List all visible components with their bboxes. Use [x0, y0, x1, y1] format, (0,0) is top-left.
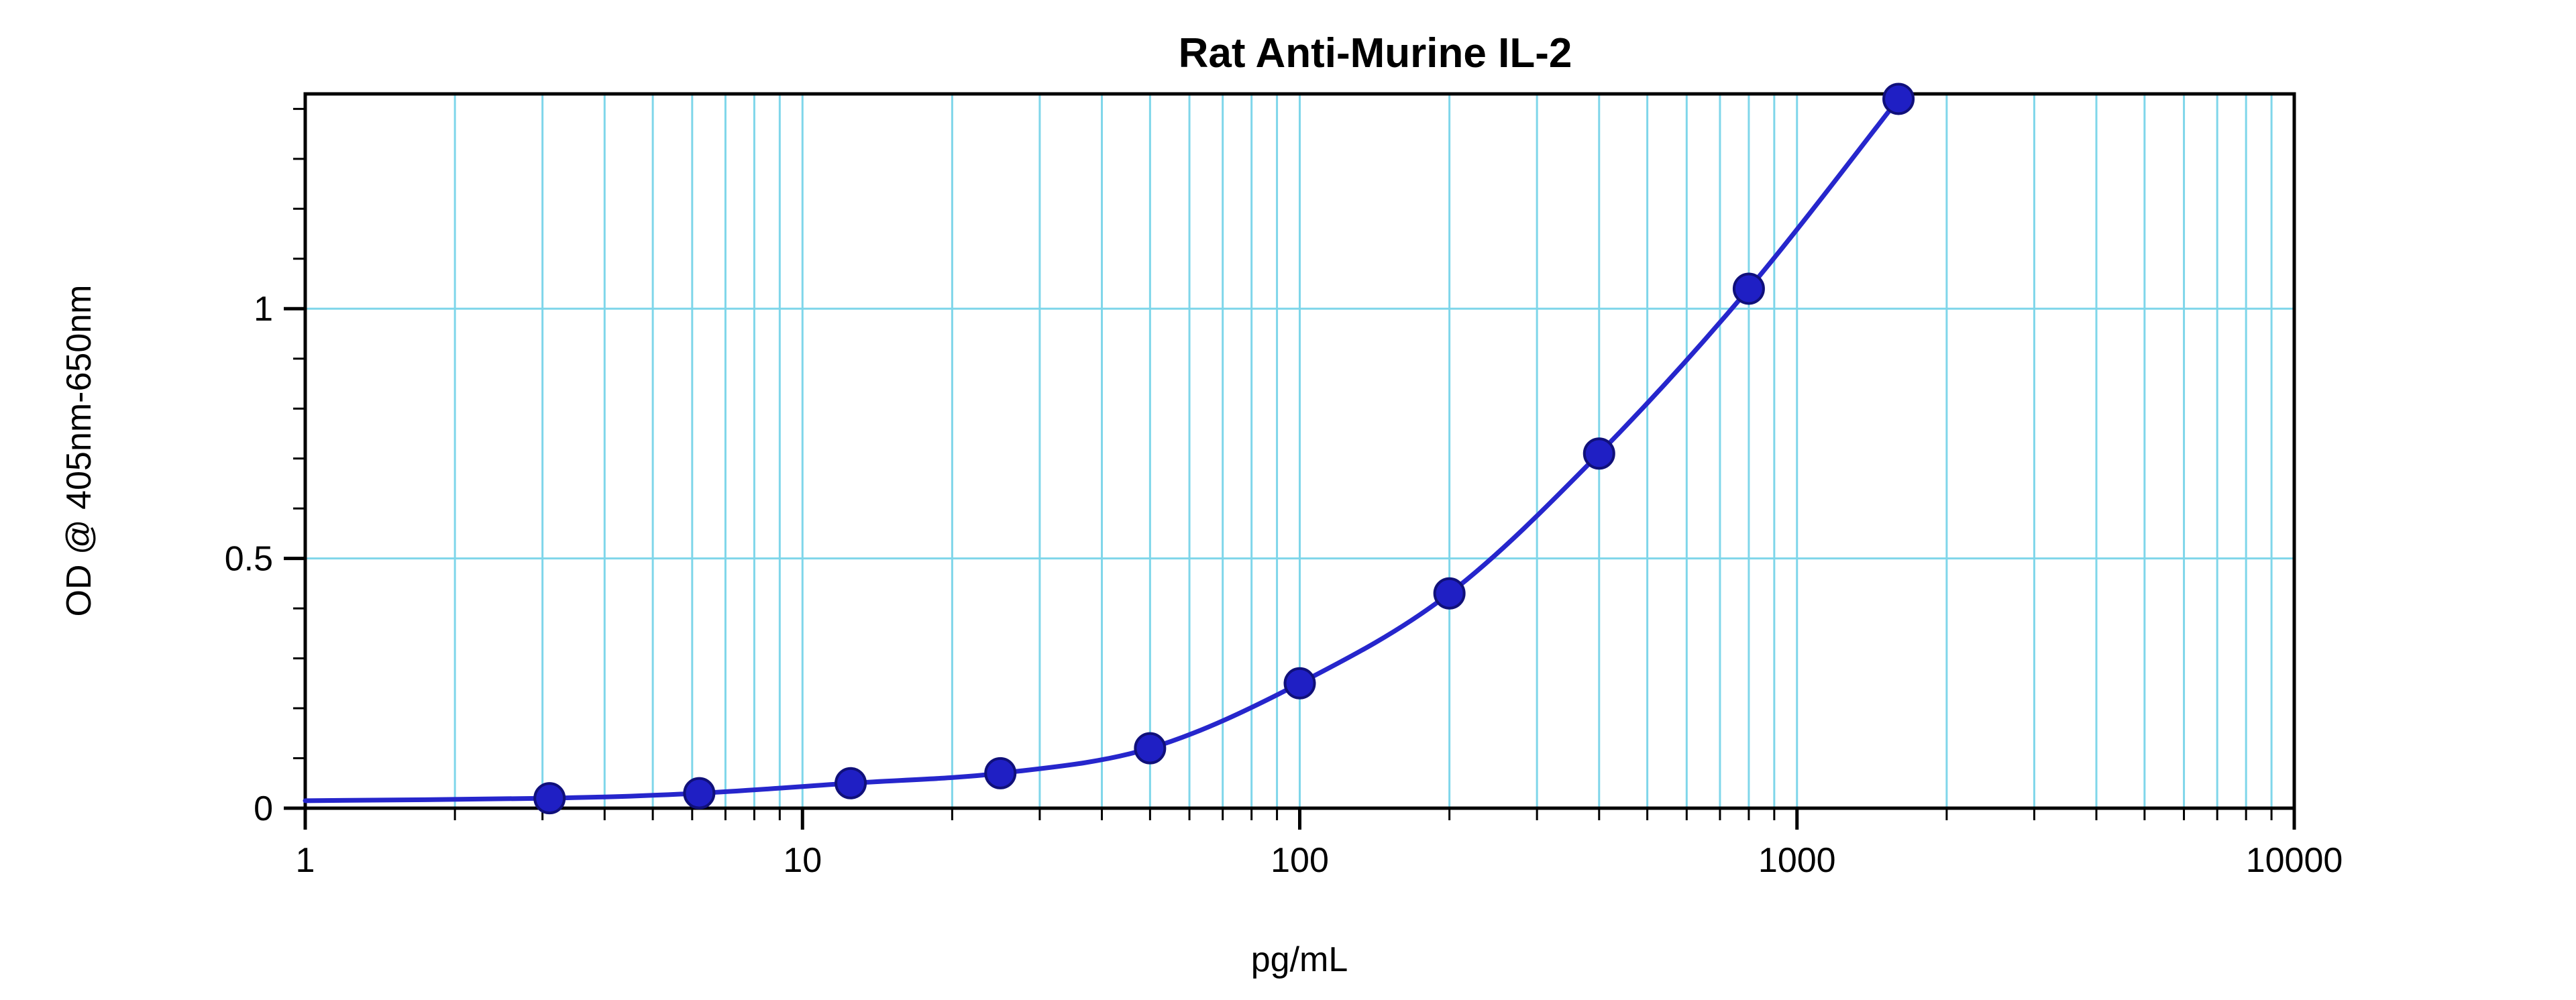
x-tick-label: 10000	[2246, 841, 2343, 880]
data-point-marker	[984, 757, 1017, 789]
x-axis-label: pg/mL	[1251, 940, 1348, 979]
data-point-marker	[1134, 732, 1167, 765]
data-point-marker	[683, 777, 716, 810]
data-point-marker	[533, 782, 566, 815]
y-tick-label: 1	[254, 290, 273, 329]
x-tick-label: 1000	[1758, 841, 1836, 880]
chart-title: Rat Anti-Murine IL-2	[1179, 30, 1572, 76]
data-point-marker	[1283, 667, 1316, 700]
x-tick-label: 100	[1271, 841, 1329, 880]
y-axis-label: OD @ 405nm-650nm	[60, 285, 99, 617]
data-point-marker	[1732, 272, 1765, 305]
data-point-marker	[835, 767, 867, 799]
data-point-marker	[1433, 577, 1466, 610]
y-tick-label: 0	[254, 789, 273, 828]
x-tick-label: 1	[296, 841, 315, 880]
y-tick-label: 0.5	[225, 540, 273, 579]
standard-curve-line	[303, 96, 1901, 803]
x-tick-label: 10	[783, 841, 822, 880]
data-point-marker	[1882, 82, 1915, 115]
plot-content: 1 10 100 1000 10000 0 0.5 1	[225, 82, 2343, 880]
data-point-marker	[1582, 437, 1615, 470]
